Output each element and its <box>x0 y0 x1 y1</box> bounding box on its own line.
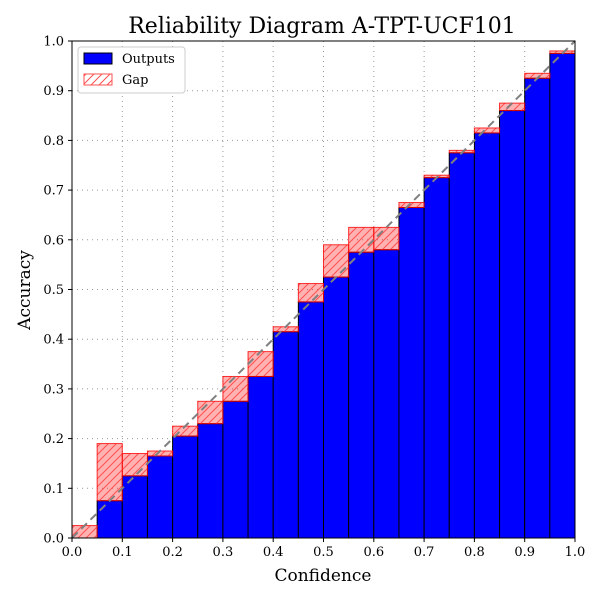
output-bar <box>96 500 123 539</box>
x-tick-label: 0.6 <box>363 545 384 560</box>
x-tick-label: 0.1 <box>112 545 133 560</box>
y-tick-label: 0.4 <box>43 333 64 348</box>
chart-title: Reliability Diagram A-TPT-UCF101 <box>128 14 516 39</box>
x-tick-label: 1.0 <box>565 545 586 560</box>
gap-bar <box>247 351 274 377</box>
y-axis-title: Accuracy <box>15 250 35 331</box>
output-bar <box>524 77 551 539</box>
legend-swatch-outputs <box>83 52 113 65</box>
output-bar <box>121 475 148 539</box>
legend-label-outputs: Outputs <box>122 52 175 67</box>
gap-bar <box>71 525 98 539</box>
output-bar <box>549 52 576 539</box>
output-bar <box>172 435 199 539</box>
y-tick-label: 1.0 <box>43 35 64 50</box>
gap-bar <box>297 283 325 303</box>
output-bar <box>473 132 501 539</box>
ticks-layer: 0.0 0.1 0.2 0.3 0.4 0.5 0.6 0.7 0.8 0.9 1.0 0.0 0.1 0… <box>43 35 585 561</box>
output-bar <box>146 455 174 539</box>
output-bar <box>499 110 526 539</box>
output-bar <box>222 400 249 539</box>
output-bar <box>398 206 425 539</box>
x-tick-label: 0.2 <box>162 545 183 560</box>
gap-bar <box>348 226 375 253</box>
output-bar <box>197 423 224 539</box>
output-bar <box>272 331 299 539</box>
y-tick-label: 0.1 <box>43 482 64 497</box>
gap-bar <box>197 400 224 425</box>
y-tick-label: 0.9 <box>43 84 64 99</box>
reference-line-layer <box>71 40 576 539</box>
gap-bar <box>373 226 400 251</box>
x-axis-title: Confidence <box>274 566 371 586</box>
gap-bar <box>222 375 249 402</box>
y-tick-label: 0.7 <box>43 184 64 199</box>
output-bar <box>297 301 325 539</box>
y-tick-label: 0.3 <box>43 382 64 397</box>
gap-bar <box>121 453 148 477</box>
output-bar <box>423 177 450 539</box>
x-tick-label: 0.3 <box>213 545 234 560</box>
output-bar <box>373 249 400 539</box>
x-tick-label: 0.8 <box>464 545 485 560</box>
legend-swatch-gap <box>83 73 113 86</box>
x-tick-label: 0.5 <box>313 545 334 560</box>
x-tick-label: 0.0 <box>62 545 83 560</box>
gap-bar <box>473 127 501 134</box>
gap-bar <box>323 244 350 278</box>
y-tick-label: 0.6 <box>43 233 64 248</box>
bars-layer <box>96 52 576 539</box>
x-tick-label: 0.7 <box>414 545 435 560</box>
perfect-calibration-line <box>71 40 576 539</box>
output-bar <box>348 251 375 539</box>
output-bar <box>323 276 350 539</box>
output-bar <box>448 152 475 539</box>
legend: Outputs Gap <box>77 46 186 94</box>
y-tick-label: 0.2 <box>43 432 64 447</box>
y-tick-label: 0.8 <box>43 134 64 149</box>
gap-bar <box>398 202 425 208</box>
output-bar <box>247 375 274 539</box>
y-tick-label: 0.0 <box>43 532 64 547</box>
x-tick-label: 0.4 <box>263 545 284 560</box>
legend-label-gap: Gap <box>122 73 148 88</box>
x-tick-label: 0.9 <box>514 545 535 560</box>
y-tick-label: 0.5 <box>43 283 64 298</box>
